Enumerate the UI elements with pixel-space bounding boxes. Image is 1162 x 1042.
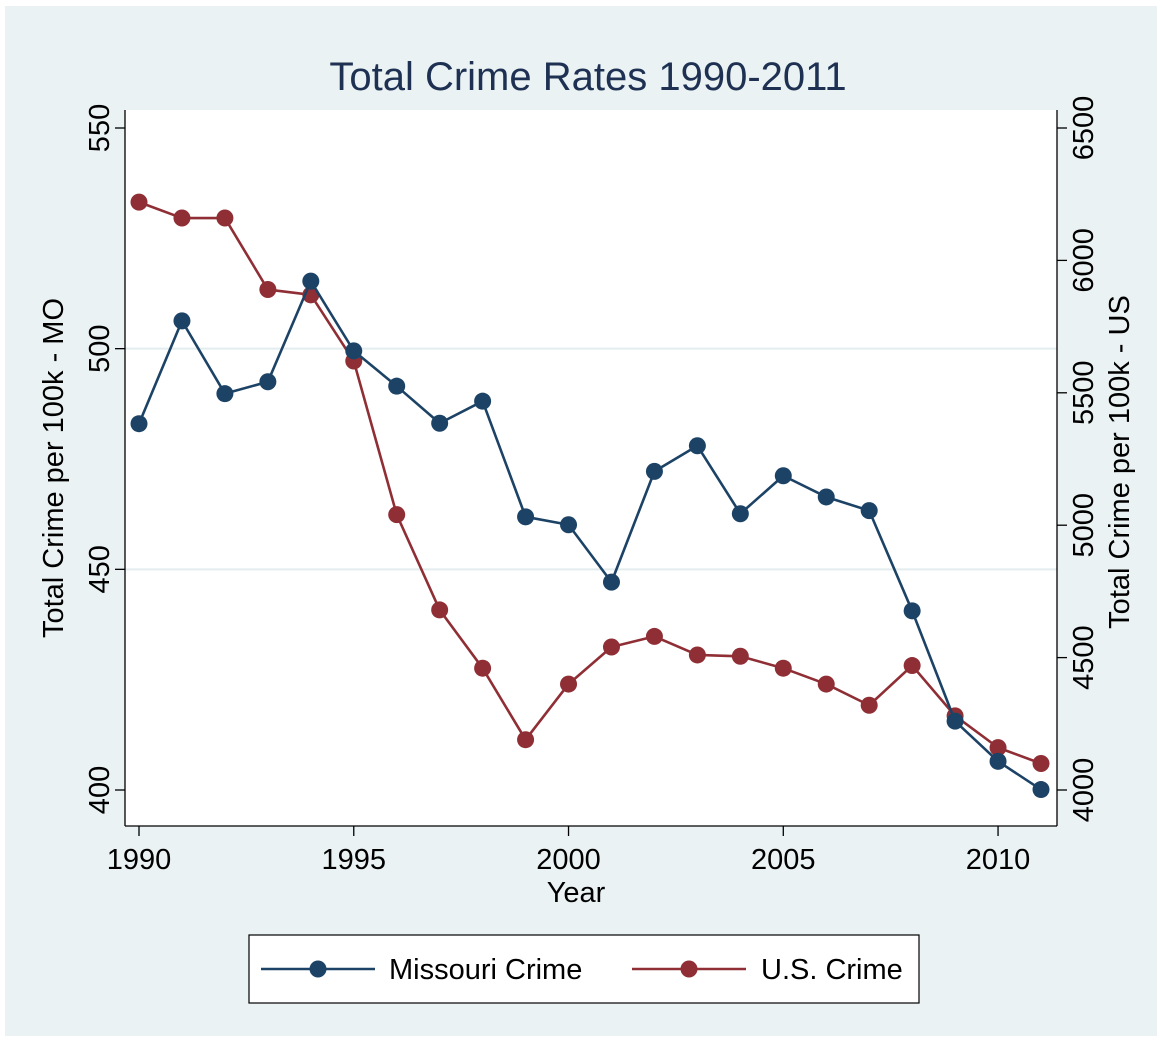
- data-point-missouri-crime: [602, 573, 620, 591]
- data-point-missouri-crime: [688, 437, 706, 455]
- data-point-u-s-crime: [173, 209, 191, 227]
- x-tick-label: 2010: [966, 844, 1031, 876]
- x-tick-label: 2005: [751, 844, 816, 876]
- data-point-missouri-crime: [130, 415, 148, 433]
- y-tick-label-right: 4500: [1068, 625, 1100, 690]
- data-point-u-s-crime: [517, 731, 535, 749]
- data-point-missouri-crime: [388, 377, 406, 395]
- chart-svg: Total Crime Rates 1990-2011 400 450 500 550…: [38, 55, 1136, 1004]
- legend-label-us: U.S. Crime: [761, 954, 903, 986]
- data-point-missouri-crime: [259, 373, 277, 391]
- data-point-missouri-crime: [560, 516, 578, 534]
- data-point-missouri-crime: [173, 312, 191, 330]
- data-point-u-s-crime: [216, 209, 234, 227]
- axes: [124, 110, 1058, 827]
- y-tick-label-right: 4000: [1068, 758, 1100, 823]
- data-point-missouri-crime: [860, 502, 878, 520]
- data-point-u-s-crime: [688, 646, 706, 664]
- axis-ticks: 400 450 500 550 4000 4500 5000 5500 6000 6500 1990…: [84, 96, 1100, 876]
- data-point-missouri-crime: [731, 505, 749, 523]
- series-line-missouri-crime: [137, 279, 1042, 791]
- chart-title: Total Crime Rates 1990-2011: [329, 55, 846, 99]
- y-tick-label-right: 5500: [1068, 361, 1100, 426]
- data-point-missouri-crime: [645, 462, 663, 480]
- data-point-missouri-crime: [302, 272, 320, 290]
- data-point-u-s-crime: [259, 281, 277, 299]
- data-point-missouri-crime: [903, 602, 921, 620]
- series-line-u-s-crime: [138, 200, 1042, 765]
- legend-marker-us: [680, 960, 698, 978]
- y-tick-label-left: 400: [84, 766, 116, 814]
- gridlines: [125, 347, 1057, 571]
- data-point-missouri-crime: [345, 342, 363, 360]
- data-point-missouri-crime: [431, 414, 449, 432]
- y-tick-label-right: 6500: [1068, 96, 1100, 161]
- data-point-u-s-crime: [645, 627, 663, 645]
- y-tick-label-left: 550: [84, 104, 116, 152]
- legend: Missouri Crime U.S. Crime: [248, 934, 920, 1004]
- series: [130, 193, 1050, 799]
- data-point-u-s-crime: [1032, 755, 1050, 773]
- data-point-missouri-crime: [517, 508, 535, 526]
- data-point-missouri-crime: [216, 385, 234, 403]
- data-point-u-s-crime: [474, 659, 492, 677]
- y-tick-label-left: 500: [84, 324, 116, 372]
- plot-area: [125, 110, 1057, 826]
- x-tick-label: 2000: [536, 844, 601, 876]
- data-point-missouri-crime: [1032, 781, 1050, 799]
- data-point-u-s-crime: [731, 647, 749, 665]
- data-point-u-s-crime: [817, 675, 835, 693]
- x-tick-label: 1990: [107, 844, 172, 876]
- data-point-missouri-crime: [989, 752, 1007, 770]
- chart-figure: Total Crime Rates 1990-2011 400 450 500 550…: [5, 6, 1157, 1036]
- y-tick-label-right: 6000: [1068, 228, 1100, 293]
- data-point-u-s-crime: [431, 601, 449, 619]
- legend-label-missouri: Missouri Crime: [389, 954, 582, 986]
- data-point-u-s-crime: [774, 659, 792, 677]
- y-axis-label-left: Total Crime per 100k - MO: [38, 298, 70, 638]
- y-tick-label-right: 5000: [1068, 493, 1100, 558]
- x-axis-label: Year: [547, 877, 606, 909]
- data-point-u-s-crime: [388, 506, 406, 524]
- data-point-missouri-crime: [774, 467, 792, 485]
- data-point-u-s-crime: [130, 193, 148, 211]
- data-point-u-s-crime: [989, 739, 1007, 757]
- data-point-u-s-crime: [903, 657, 921, 675]
- data-point-missouri-crime: [817, 488, 835, 506]
- data-point-u-s-crime: [560, 675, 578, 693]
- y-axis-label-right: Total Crime per 100k - US: [1104, 295, 1136, 629]
- data-point-u-s-crime: [602, 638, 620, 656]
- y-tick-label-left: 450: [84, 545, 116, 593]
- data-point-missouri-crime: [946, 712, 964, 730]
- data-point-missouri-crime: [474, 392, 492, 410]
- x-tick-label: 1995: [322, 844, 387, 876]
- legend-marker-missouri: [309, 960, 327, 978]
- data-point-u-s-crime: [860, 696, 878, 714]
